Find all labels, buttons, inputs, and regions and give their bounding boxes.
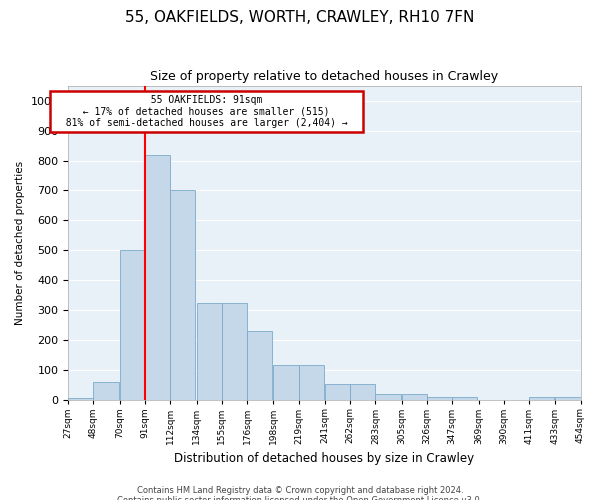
Bar <box>325 384 350 400</box>
Bar <box>529 396 554 400</box>
Bar <box>402 394 427 400</box>
Bar <box>120 250 145 400</box>
Text: 55, OAKFIELDS, WORTH, CRAWLEY, RH10 7FN: 55, OAKFIELDS, WORTH, CRAWLEY, RH10 7FN <box>125 10 475 25</box>
Bar <box>452 396 478 400</box>
Text: Contains public sector information licensed under the Open Government Licence v3: Contains public sector information licen… <box>118 496 482 500</box>
Bar <box>145 154 170 400</box>
Bar <box>299 365 324 400</box>
Bar <box>274 365 299 400</box>
Text: Contains HM Land Registry data © Crown copyright and database right 2024.: Contains HM Land Registry data © Crown c… <box>137 486 463 495</box>
Title: Size of property relative to detached houses in Crawley: Size of property relative to detached ho… <box>151 70 499 83</box>
Bar <box>68 398 94 400</box>
Bar <box>94 382 119 400</box>
Text: 55 OAKFIELDS: 91sqm  
  ← 17% of detached houses are smaller (515)  
  81% of se: 55 OAKFIELDS: 91sqm ← 17% of detached ho… <box>54 95 359 128</box>
Bar <box>350 384 376 400</box>
Bar <box>222 303 247 400</box>
Bar <box>376 394 401 400</box>
Bar <box>556 396 581 400</box>
X-axis label: Distribution of detached houses by size in Crawley: Distribution of detached houses by size … <box>175 452 475 465</box>
Bar <box>427 396 452 400</box>
Bar <box>197 303 222 400</box>
Bar <box>170 190 196 400</box>
Bar <box>247 332 272 400</box>
Y-axis label: Number of detached properties: Number of detached properties <box>15 161 25 325</box>
